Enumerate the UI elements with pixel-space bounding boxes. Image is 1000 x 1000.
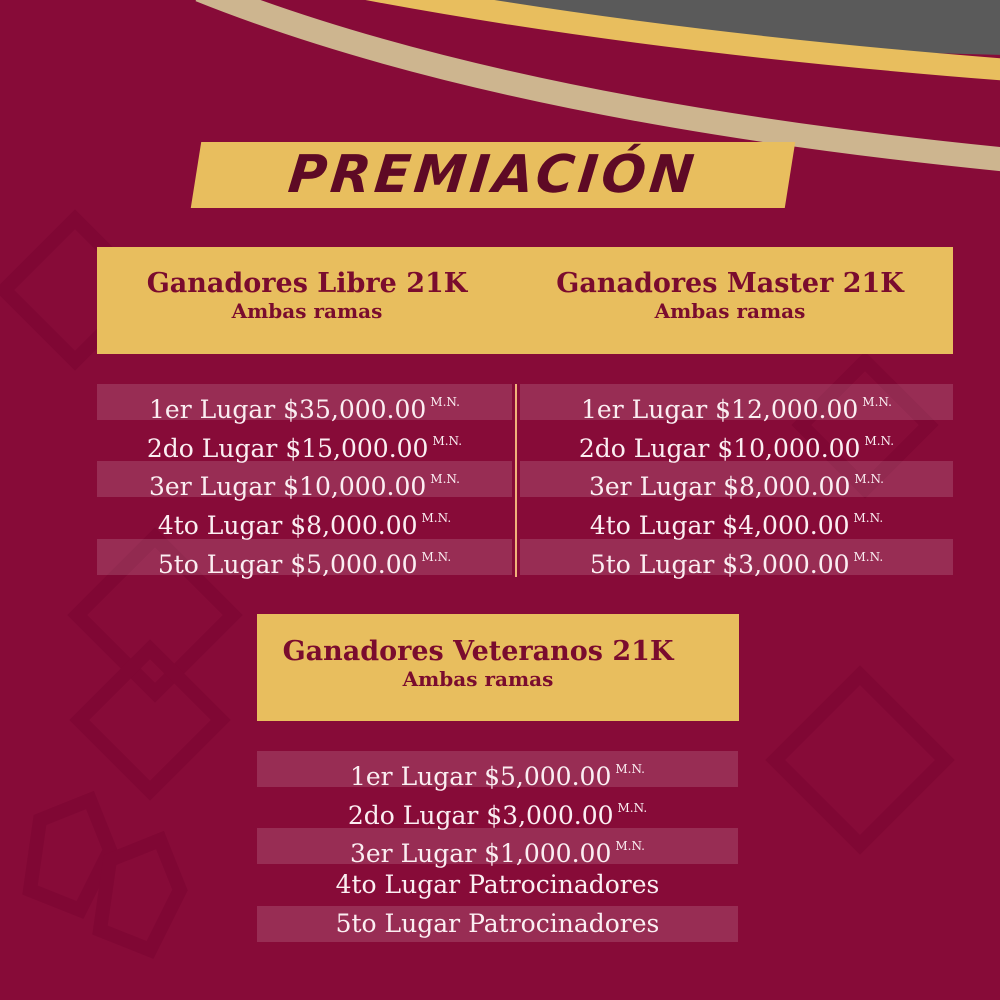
currency-label: M.N. — [862, 395, 892, 409]
section-header-master: Ganadores Master 21K Ambas ramas — [520, 268, 940, 323]
place-label: 5to Lugar — [589, 549, 715, 579]
currency-label: M.N. — [421, 511, 452, 526]
prize-amount: $12,000.00 — [715, 395, 859, 424]
currency-label: M.N. — [615, 762, 645, 776]
prize-row: 5to Lugar $3,000.00 M.N. — [520, 538, 953, 579]
prize-row: 2do Lugar $3,000.00 M.N. — [257, 790, 738, 830]
prize-row: 5to Lugar Patrocinadores — [257, 905, 738, 942]
prize-amount: $8,000.00 — [290, 511, 418, 541]
prize-list-libre: 1er Lugar $35,000.00 M.N. 2do Lugar $15,00… — [97, 384, 512, 579]
prize-list-veteranos: 1er Lugar $5,000.00 M.N. 2do Lugar $3,000.… — [257, 751, 738, 944]
prize-amount: $10,000.00 — [283, 472, 427, 502]
prize-amount: $4,000.00 — [722, 511, 850, 541]
prize-amount: $3,000.00 — [486, 800, 614, 830]
currency-label: M.N. — [421, 549, 452, 564]
section-subtitle: Ambas ramas — [402, 667, 554, 691]
prize-row: 4to Lugar $8,000.00 M.N. — [97, 500, 512, 540]
place-label: 2do Lugar — [347, 800, 479, 830]
currency-label: M.N. — [617, 800, 648, 815]
place-label: 4to Lugar — [157, 511, 283, 541]
prize-row: 3er Lugar $1,000.00 M.N. — [257, 828, 738, 868]
place-label: 2do Lugar — [146, 433, 278, 463]
currency-label: M.N. — [854, 472, 884, 487]
section-header-libre: Ganadores Libre 21K Ambas ramas — [97, 268, 517, 323]
place-label: 4to Lugar — [589, 511, 715, 541]
place-label: 3er Lugar — [588, 472, 716, 502]
prize-amount: $8,000.00 — [723, 472, 851, 502]
prize-row: 4to Lugar $4,000.00 M.N. — [520, 500, 953, 540]
place-label: 1er Lugar — [349, 762, 477, 791]
arc-beige — [195, 0, 1000, 172]
arc-gold — [365, 0, 1000, 81]
column-divider — [515, 384, 517, 577]
place-label: 2do Lugar — [578, 433, 710, 463]
section-subtitle: Ambas ramas — [231, 299, 383, 323]
section-title: Ganadores Libre 21K — [146, 268, 468, 299]
prize-amount: $15,000.00 — [285, 433, 429, 463]
prize-row: 3er Lugar $8,000.00 M.N. — [520, 461, 953, 501]
section-header-veteranos: Ganadores Veteranos 21K Ambas ramas — [257, 614, 739, 721]
prize-list-master: 1er Lugar $12,000.00 M.N. 2do Lugar $10,00… — [520, 384, 953, 579]
prize-row: 2do Lugar $15,000.00 M.N. — [97, 423, 512, 463]
place-label: 1er Lugar — [581, 395, 708, 424]
prize-amount: $5,000.00 — [290, 549, 418, 579]
place-label: 5to Lugar — [335, 908, 461, 938]
prize-amount: $35,000.00 — [283, 395, 427, 424]
section-subtitle: Ambas ramas — [654, 299, 806, 323]
prize-row: 1er Lugar $35,000.00 M.N. — [97, 384, 512, 424]
place-label: 4to Lugar — [335, 870, 461, 900]
place-label: 5to Lugar — [157, 549, 283, 579]
currency-label: M.N. — [432, 433, 463, 448]
prize-amount: Patrocinadores — [468, 908, 660, 938]
prize-amount: $10,000.00 — [717, 433, 861, 463]
currency-label: M.N. — [853, 511, 884, 526]
prize-row: 1er Lugar $12,000.00 M.N. — [520, 384, 953, 424]
header-box-top — [97, 247, 953, 354]
currency-label: M.N. — [864, 433, 895, 448]
currency-label: M.N. — [430, 395, 460, 409]
prize-row: 5to Lugar $5,000.00 M.N. — [97, 538, 512, 579]
place-label: 3er Lugar — [149, 472, 276, 502]
currency-label: M.N. — [430, 472, 460, 487]
prize-amount: Patrocinadores — [468, 870, 660, 900]
prize-row: 1er Lugar $5,000.00 M.N. — [257, 751, 738, 791]
currency-label: M.N. — [853, 549, 884, 564]
prize-amount: $1,000.00 — [484, 839, 612, 869]
section-title: Ganadores Master 21K — [556, 268, 904, 299]
prize-amount: $5,000.00 — [484, 762, 612, 791]
currency-label: M.N. — [615, 839, 645, 854]
place-label: 3er Lugar — [349, 839, 477, 869]
prize-row: 4to Lugar Patrocinadores — [257, 867, 738, 903]
prize-amount: $3,000.00 — [722, 549, 850, 579]
prize-row: 3er Lugar $10,000.00 M.N. — [97, 461, 512, 501]
page-title: PREMIACIÓN — [285, 145, 701, 205]
prize-row: 2do Lugar $10,000.00 M.N. — [520, 423, 953, 463]
section-title: Ganadores Veteranos 21K — [282, 636, 674, 667]
place-label: 1er Lugar — [149, 395, 276, 424]
arc-gray — [435, 0, 1000, 55]
pattern-shapes — [0, 209, 955, 959]
